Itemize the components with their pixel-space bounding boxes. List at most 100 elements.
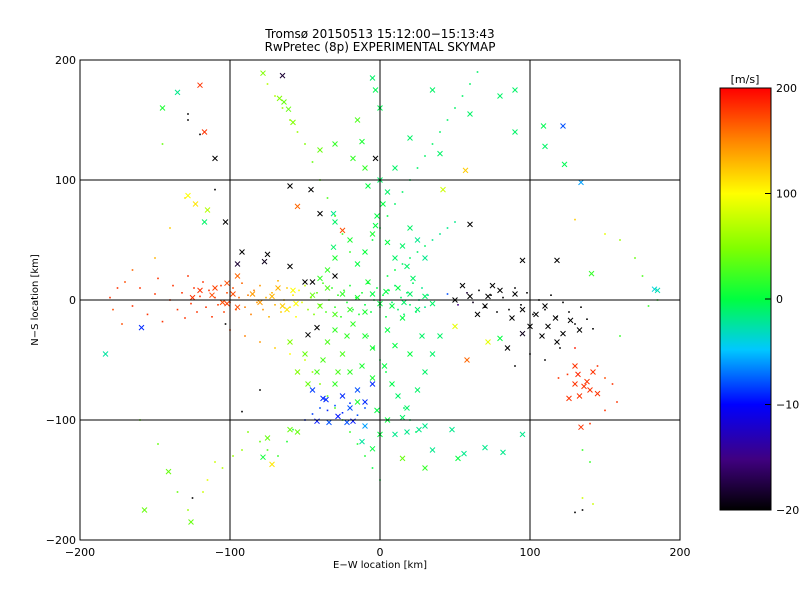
x-axis-label: E−W location [km] — [333, 560, 427, 571]
scatter-point-x — [578, 424, 584, 431]
scatter-point-x — [485, 293, 491, 300]
scatter-point-dot — [604, 409, 606, 412]
scatter-point-x — [281, 99, 287, 105]
scatter-point-x — [540, 123, 547, 129]
scatter-point-x — [554, 339, 560, 345]
scatter-point-dot — [544, 359, 546, 361]
scatter-point-x — [519, 431, 526, 438]
scatter-point-dot — [364, 304, 366, 306]
x-tick-label: −100 — [215, 546, 245, 559]
scatter-point-dot — [556, 316, 558, 318]
scatter-point-x — [380, 201, 386, 207]
scatter-point-x — [372, 87, 379, 93]
scatter-point-x — [339, 393, 346, 399]
scatter-point-x — [323, 396, 329, 403]
scatter-point-x — [519, 306, 526, 313]
scatter-point-dot — [319, 383, 321, 385]
scatter-point-dot — [211, 316, 213, 318]
scatter-point-dot — [397, 395, 399, 397]
scatter-point-x — [314, 369, 320, 375]
scatter-point-dot — [265, 296, 267, 299]
scatter-point-x — [512, 129, 518, 135]
scatter-point-dot — [439, 131, 441, 133]
scatter-point-x — [422, 465, 428, 471]
scatter-point-x — [344, 419, 350, 426]
scatter-point-x — [372, 155, 379, 162]
scatter-point-x — [165, 468, 172, 475]
scatter-point-x — [462, 167, 469, 174]
scatter-point-x — [542, 303, 548, 309]
scatter-point-dot — [247, 294, 249, 296]
scatter-point-x — [519, 257, 526, 264]
scatter-point-x — [324, 267, 331, 273]
scatter-point-dot — [241, 282, 243, 284]
scatter-point-dot — [316, 292, 318, 294]
scatter-point-x — [362, 399, 368, 405]
scatter-point-x — [429, 87, 436, 93]
scatter-point-dot — [326, 409, 329, 412]
scatter-point-dot — [364, 407, 366, 409]
scatter-point-dot — [415, 311, 417, 313]
scatter-point-x — [290, 119, 296, 126]
scatter-point-x — [362, 333, 368, 339]
y-tick-labels: −200 −100 0 100 200 — [46, 54, 76, 547]
scatter-point-dot — [496, 311, 498, 313]
scatter-point-x — [362, 309, 368, 315]
scatter-point-dot — [301, 301, 303, 304]
scatter-point-dot — [256, 301, 258, 304]
scatter-point-x — [464, 357, 470, 363]
scatter-point-x — [459, 282, 466, 289]
scatter-point-dot — [592, 503, 594, 505]
scatter-point-x — [239, 249, 245, 255]
scatter-point-dot — [259, 389, 261, 391]
scatter-point-x — [354, 117, 361, 123]
scatter-point-dot — [373, 347, 375, 349]
scatter-point-dot — [574, 323, 576, 325]
scatter-point-dot — [292, 428, 294, 431]
x-tick-label: −200 — [65, 546, 95, 559]
scatter-point-dot — [416, 167, 419, 169]
scatter-point-dot — [580, 306, 582, 308]
scatter-point-dot — [574, 218, 576, 221]
scatter-point-x — [576, 327, 583, 333]
scatter-point-dot — [337, 294, 339, 296]
scatter-point-dot — [277, 280, 279, 282]
colorbar-tick-label: −100 — [776, 399, 800, 412]
scatter-point-x — [554, 257, 560, 264]
scatter-point-x — [285, 106, 292, 113]
scatter-point-x — [335, 369, 341, 375]
scatter-point-x — [461, 450, 467, 457]
scatter-point-dot — [412, 282, 414, 284]
scatter-point-x — [455, 455, 461, 462]
scatter-point-x — [369, 75, 376, 81]
scatter-point-dot — [367, 335, 369, 337]
scatter-point-x — [467, 293, 473, 300]
x-tick-label: 0 — [377, 546, 384, 559]
scatter-point-x — [204, 207, 211, 213]
scatter-point-x — [392, 431, 398, 438]
scatter-point-dot — [611, 383, 614, 385]
scatter-point-dot — [241, 449, 243, 451]
scatter-point-x — [332, 381, 338, 387]
scatter-point-dot — [274, 95, 276, 97]
scatter-point-dot — [187, 119, 189, 121]
scatter-point-x — [294, 429, 301, 435]
scatter-point-dot — [292, 294, 294, 296]
scatter-point-dot — [334, 306, 336, 308]
scatter-point-x — [512, 291, 518, 297]
scatter-point-x — [354, 387, 361, 393]
scatter-point-dot — [341, 233, 344, 235]
scatter-point-dot — [184, 197, 186, 199]
scatter-point-dot — [484, 306, 486, 308]
scatter-point-x — [302, 279, 308, 285]
scatter-point-dot — [508, 308, 510, 311]
scatter-point-x — [332, 141, 338, 147]
scatter-point-dot — [472, 301, 474, 304]
scatter-point-x — [332, 273, 338, 279]
scatter-point-dot — [581, 449, 584, 451]
scatter-point-dot — [559, 347, 561, 349]
scatter-point-dot — [214, 188, 216, 191]
scatter-point-dot — [427, 294, 429, 296]
scatter-point-x — [308, 186, 314, 193]
plot-frame — [79, 59, 681, 541]
